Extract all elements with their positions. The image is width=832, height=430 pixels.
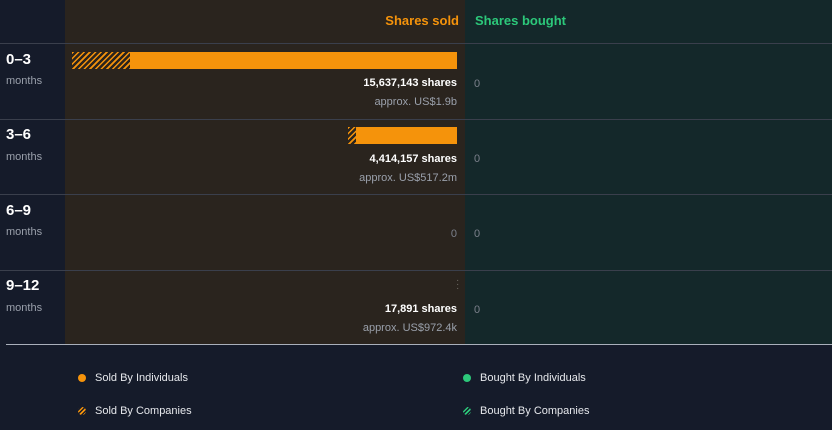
green-dot-icon: [463, 374, 471, 382]
shares-value: 4,414,157 shares: [369, 153, 457, 165]
orange-dot-icon: [78, 374, 86, 382]
approx-value: approx. US$517.2m: [359, 172, 457, 184]
shares-value: 15,637,143 shares: [363, 77, 457, 89]
bought-value: 0: [474, 78, 481, 90]
shares-sold-header: Shares sold: [385, 13, 459, 28]
period-unit: months: [6, 75, 43, 87]
shares-bought-header: Shares bought: [475, 13, 567, 28]
period-label: 3–6: [6, 126, 32, 143]
hatched-orange-dot-icon: [78, 407, 86, 415]
bar-sold-companies: [72, 52, 130, 69]
bar-sold-individuals: [129, 52, 457, 69]
row-divider: [0, 43, 832, 44]
bought-value: 0: [474, 304, 481, 316]
legend-sold-companies: Sold By Companies: [78, 405, 192, 417]
period-unit: months: [6, 151, 43, 163]
legend-bought-companies: Bought By Companies: [463, 405, 589, 417]
period-label: 9–12: [6, 277, 40, 294]
legend-label: Sold By Companies: [95, 405, 192, 417]
period-label: 0–3: [6, 51, 32, 68]
row-divider: [0, 270, 832, 271]
period-unit: months: [6, 302, 43, 314]
bought-value: 0: [474, 153, 481, 165]
legend-label: Bought By Individuals: [480, 372, 586, 384]
chart-baseline: [6, 344, 832, 345]
bar-sold-companies: [348, 127, 356, 144]
period-unit: months: [6, 226, 43, 238]
shares-value: 17,891 shares: [384, 303, 457, 315]
row-divider: [0, 119, 832, 120]
legend-label: Bought By Companies: [480, 405, 590, 417]
bought-value: 0: [474, 228, 481, 240]
approx-value: approx. US$972.4k: [362, 322, 457, 334]
bought-panel: [465, 0, 832, 345]
bar-sold-individuals: [355, 127, 457, 144]
approx-value: approx. US$1.9b: [374, 96, 457, 108]
legend-sold-individuals: Sold By Individuals: [78, 372, 188, 384]
row-divider: [0, 194, 832, 195]
hatched-green-dot-icon: [463, 407, 471, 415]
period-label: 6–9: [6, 202, 32, 219]
sold-value: 0: [450, 228, 457, 240]
legend-bought-individuals: Bought By Individuals: [463, 372, 586, 384]
small-bar-marker: · · ·: [456, 275, 460, 294]
legend-label: Sold By Individuals: [95, 372, 188, 384]
